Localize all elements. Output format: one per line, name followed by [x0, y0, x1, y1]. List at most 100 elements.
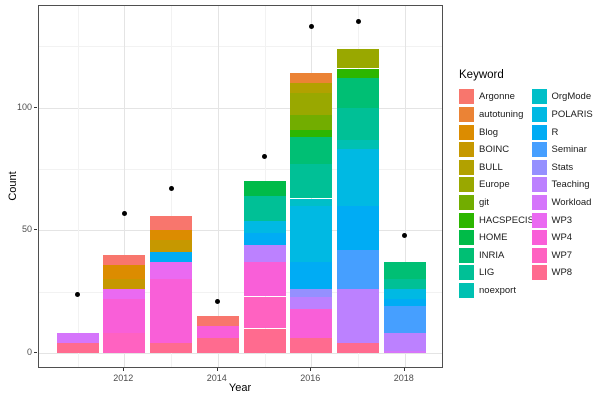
bar-segment-2018-R	[383, 299, 426, 307]
x-tick-2012	[123, 368, 125, 371]
bar-segment-2012-WP4	[103, 299, 146, 334]
legend-swatch-WP4	[531, 230, 547, 246]
legend-label-HOME: HOME	[479, 232, 508, 244]
bar-segment-2016-HACSPECIS	[290, 129, 333, 138]
y-tick-label-0: 0	[26, 347, 32, 357]
bar-segment-2013-BOINC	[150, 240, 192, 253]
legend-label-BULL: BULL	[479, 161, 503, 173]
bar-segment-2015-R	[243, 232, 286, 246]
legend-swatch-Argonne	[459, 89, 474, 105]
bar-segment-2016-Teaching	[290, 296, 333, 309]
bar-segment-2018-Seminar	[383, 306, 426, 334]
bar-segment-2018-Teaching	[383, 333, 426, 351]
legend-swatch-autotuning	[459, 106, 474, 122]
legend-label-WP7: WP7	[551, 249, 573, 261]
bar-segment-2014-WP8	[196, 338, 239, 353]
bar-segment-2016-WP4	[290, 308, 333, 339]
bar-segment-2017-R	[337, 205, 379, 250]
legend-label-autotuning: autotuning	[479, 108, 524, 120]
legend-swatch-Stats	[531, 159, 547, 175]
grid-major-v-2018	[404, 6, 406, 367]
legend-label-INRIA: INRIA	[479, 249, 505, 261]
legend-swatch-R	[531, 124, 547, 140]
grid-major-v-2012	[124, 6, 126, 367]
total-point-2014	[215, 299, 221, 304]
bar-segment-2018-Workload	[383, 350, 426, 353]
bar-segment-2015-HOME	[243, 181, 286, 196]
legend-label-WP8: WP8	[551, 267, 573, 279]
grid-minor-h-125	[39, 46, 442, 48]
y-tick-0	[34, 352, 37, 353]
bar-segment-2012-Blog	[103, 264, 146, 280]
bar-segment-2016-INRIA	[290, 137, 333, 165]
legend-label-Teaching: Teaching	[551, 179, 590, 191]
bar-segment-2013-WP3	[150, 262, 192, 280]
bar-segment-2015-WP4	[243, 262, 286, 297]
x-tick-2018	[403, 368, 405, 371]
grid-minor-h-25	[39, 291, 442, 293]
legend-swatch-HOME	[459, 230, 474, 246]
legend-label-Blog: Blog	[479, 126, 499, 138]
grid-minor-v-2011	[77, 6, 79, 367]
bar-segment-2017-Europe	[337, 48, 379, 69]
legend-swatch-BOINC	[459, 142, 474, 158]
bar-segment-2015-WP7	[243, 296, 286, 329]
legend-label-Workload: Workload	[551, 196, 592, 208]
bar-segment-2013-WP4	[150, 279, 192, 344]
bar-segment-2017-POLARIS	[337, 149, 379, 206]
legend-label-WP3: WP3	[551, 214, 573, 226]
bar-segment-2016-OrgMode	[290, 198, 333, 206]
y-axis-title: Count	[7, 171, 19, 201]
legend-swatch-BULL	[459, 159, 474, 175]
legend-swatch-Europe	[459, 177, 474, 193]
bar-segment-2015-LIG	[243, 196, 286, 221]
bar-segment-2012-WP7	[103, 333, 146, 353]
legend-swatch-git	[459, 194, 474, 210]
bar-segment-2014-Argonne	[196, 316, 239, 326]
legend-label-OrgMode: OrgMode	[551, 91, 592, 103]
bar-segment-2017-Teaching	[337, 289, 379, 344]
legend-label-R: R	[551, 126, 559, 138]
bar-segment-2016-BULL	[290, 83, 333, 93]
bar-segment-2016-LIG	[290, 164, 333, 199]
bar-segment-2016-Europe	[290, 93, 333, 116]
legend-label-Argonne: Argonne	[479, 91, 515, 103]
plot-panel	[38, 5, 443, 368]
total-point-2012	[121, 210, 127, 216]
bar-segment-2017-LIG	[337, 107, 379, 140]
y-tick-50	[34, 229, 37, 231]
bar-segment-2017-Seminar	[337, 250, 379, 290]
legend-swatch-POLARIS	[531, 106, 547, 122]
bar-segment-2011-Workload	[56, 333, 99, 344]
bar-segment-2018-LIG	[383, 279, 426, 290]
bar-segment-2016-R	[290, 262, 333, 290]
bar-segment-2013-WP8	[150, 343, 192, 353]
bar-segment-2011-WP8	[56, 343, 99, 353]
y-tick-label-50: 50	[21, 224, 32, 235]
bar-segment-2012-Argonne	[103, 254, 146, 265]
bar-segment-2015-Teaching	[243, 245, 286, 263]
legend-swatch-WP7	[531, 247, 547, 263]
legend-swatch-LIG	[459, 265, 474, 281]
legend-label-LIG: LIG	[479, 267, 495, 279]
bar-segment-2012-WP3	[103, 289, 146, 299]
bar-segment-2016-Stats	[290, 289, 333, 297]
x-tick-2014	[216, 368, 218, 371]
legend-swatch-noexport	[459, 282, 474, 298]
legend-swatch-Teaching	[531, 177, 547, 193]
bar-segment-2017-noexport	[337, 139, 379, 150]
bar-segment-2014-WP4	[196, 326, 239, 339]
total-point-2013	[168, 186, 174, 192]
total-point-2015	[262, 154, 267, 160]
bar-segment-2015-POLARIS	[243, 220, 286, 233]
total-point-2018	[402, 232, 408, 238]
y-tick-label-100: 100	[16, 101, 32, 112]
grid-major-h-100	[39, 107, 442, 109]
bar-segment-2012-BOINC	[103, 279, 146, 290]
legend-label-Stats: Stats	[551, 161, 574, 173]
legend-label-HACSPECIS: HACSPECIS	[479, 214, 534, 226]
grid-major-v-2014	[217, 6, 219, 367]
legend-label-WP4: WP4	[551, 232, 573, 244]
legend-label-BOINC: BOINC	[479, 144, 510, 156]
